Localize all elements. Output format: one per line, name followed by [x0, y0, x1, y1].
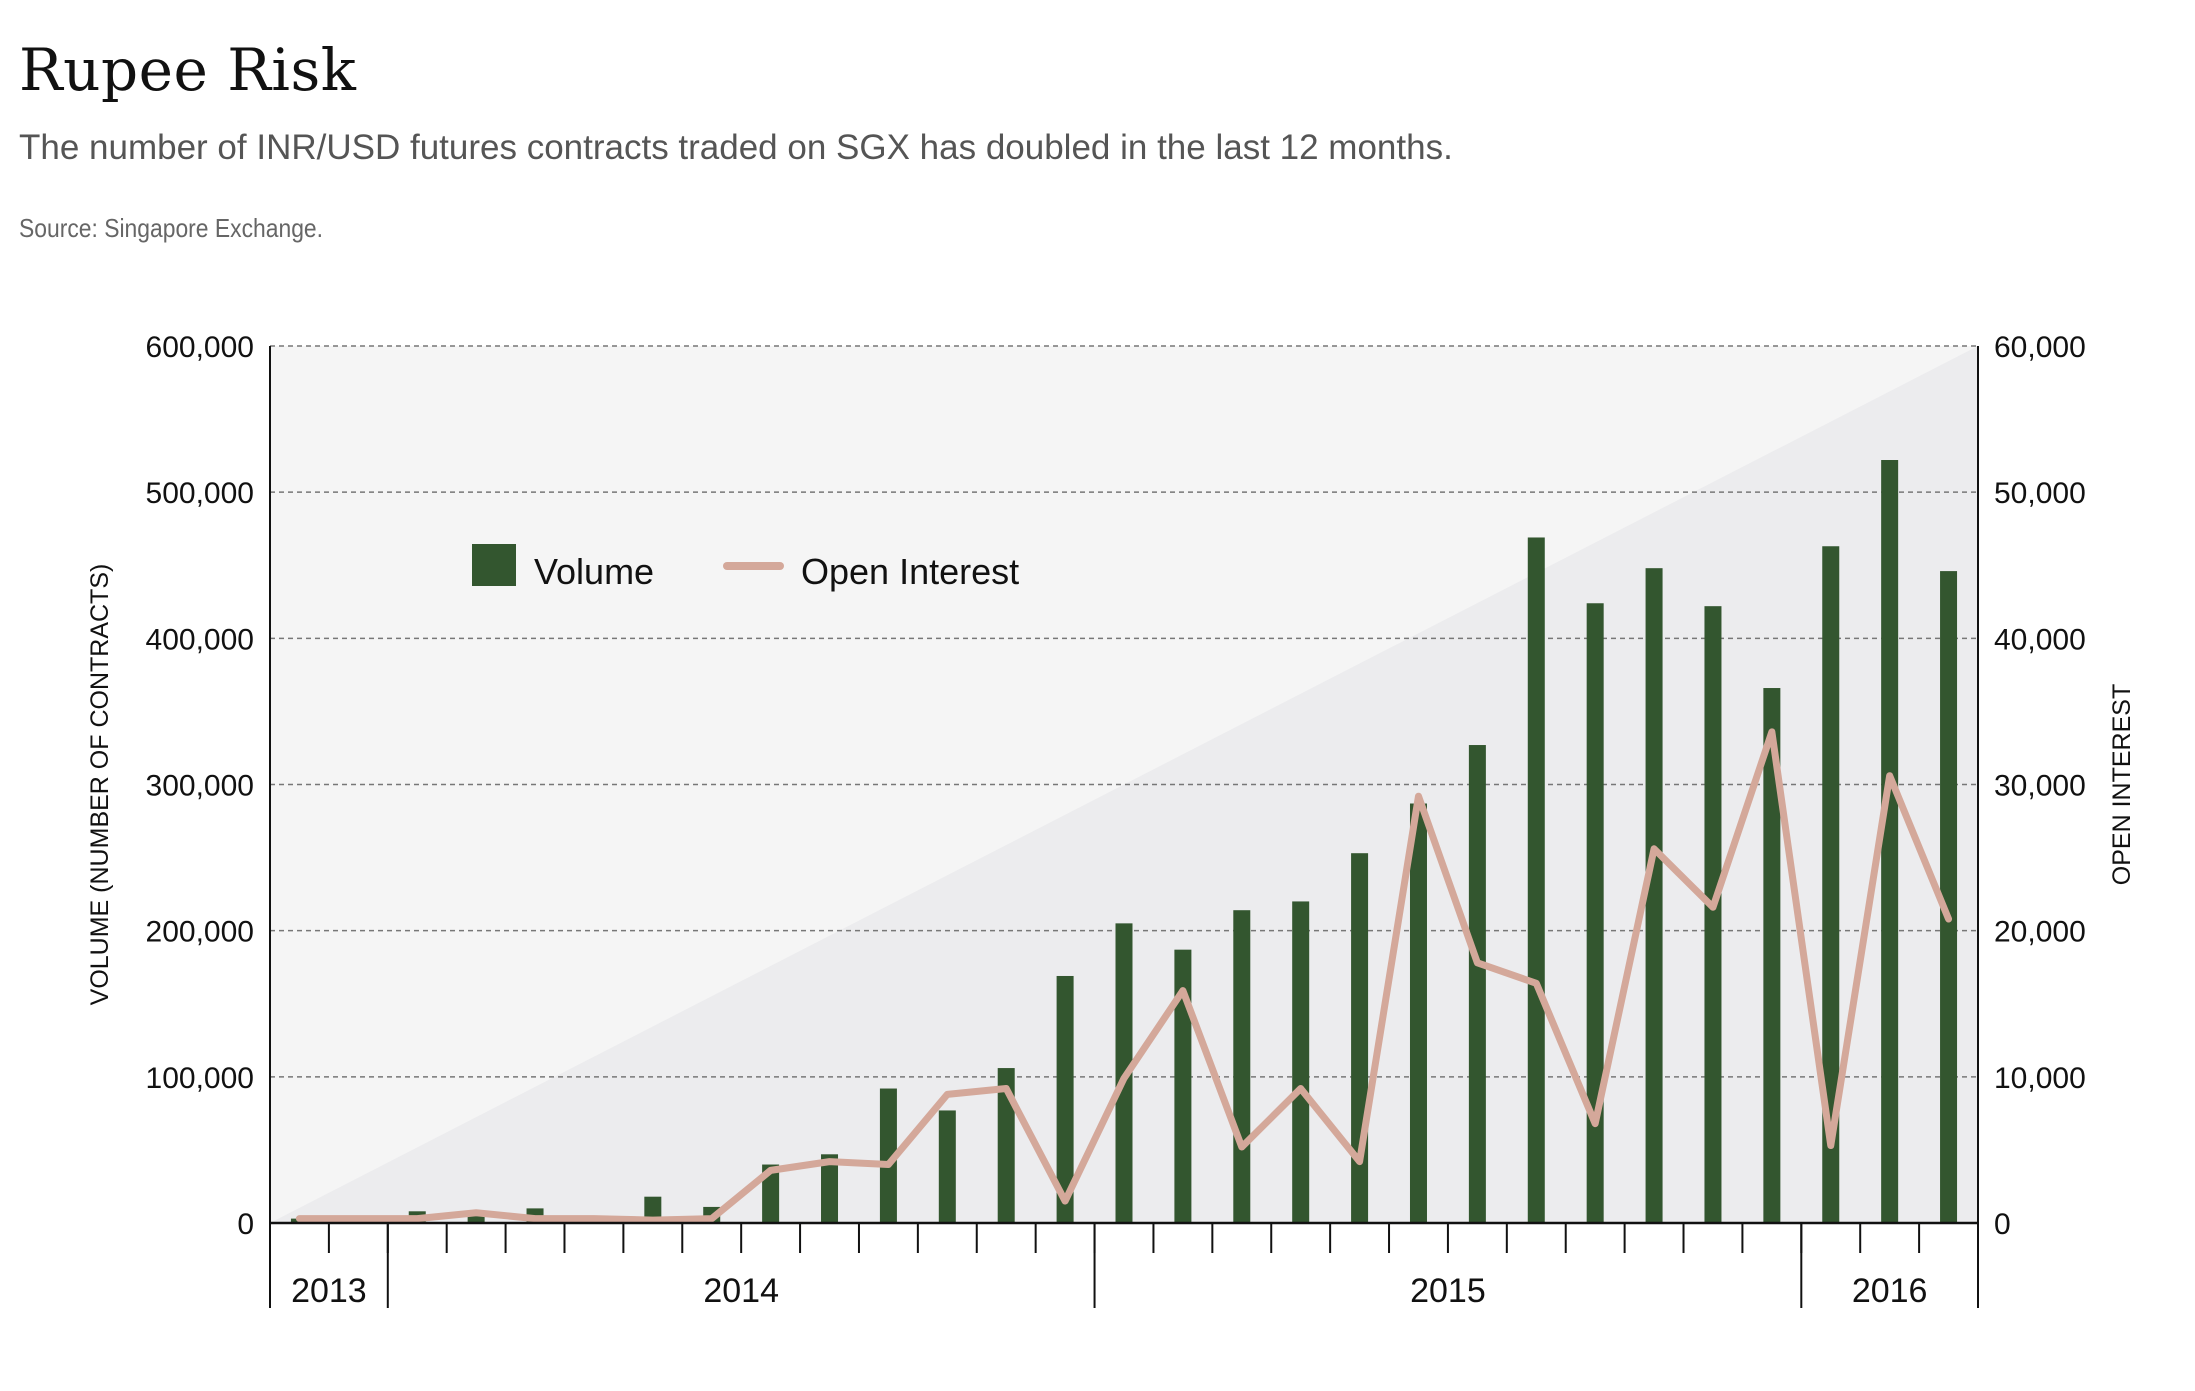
y-tick-label-right: 30,000 [1994, 770, 2086, 803]
open-interest-line [295, 728, 1953, 1224]
legend-volume-label: Volume [534, 551, 654, 592]
volume-bar [1468, 745, 1486, 1223]
chart-title: Rupee Risk [19, 36, 357, 104]
volume-bars [290, 460, 1958, 1223]
volume-bar [1351, 853, 1369, 1223]
chart-subtitle: The number of INR/USD futures contracts … [19, 128, 1453, 167]
volume-bar [1704, 606, 1722, 1223]
y-tick-label-right: 40,000 [1994, 623, 2086, 656]
gridlines [270, 345, 1978, 1078]
year-label: 2016 [1852, 1272, 1928, 1310]
y-tick-label-right: 0 [1994, 1208, 2011, 1241]
y-tick-label-left: 100,000 [146, 1062, 254, 1095]
y-tick-label-left: 300,000 [146, 770, 254, 803]
volume-bar [1822, 546, 1840, 1223]
volume-bar [997, 1068, 1015, 1223]
volume-bar [1292, 901, 1310, 1223]
y-tick-label-right: 20,000 [1994, 916, 2086, 949]
plot-background-triangle [270, 346, 1978, 1223]
volume-bar [1763, 688, 1781, 1223]
y-tick-label-right: 50,000 [1994, 477, 2086, 510]
volume-bar [644, 1196, 662, 1223]
y-axis-label-right: OPEN INTEREST [2108, 684, 2136, 885]
volume-bar [1881, 460, 1899, 1223]
y-tick-label-left: 200,000 [146, 916, 254, 949]
y-axis-label-left: VOLUME (NUMBER OF CONTRACTS) [86, 564, 114, 1006]
source-note: Source: Singapore Exchange. [19, 213, 323, 243]
volume-bar [762, 1164, 780, 1223]
y-tick-label-right: 60,000 [1994, 331, 2086, 364]
volume-bar [1527, 537, 1545, 1223]
volume-bar [879, 1088, 897, 1223]
legend: Volume Open Interest [472, 544, 1019, 592]
volume-bar [467, 1215, 485, 1223]
legend-open-interest-label: Open Interest [801, 551, 1019, 592]
volume-bar [1645, 568, 1663, 1223]
volume-bar [1586, 603, 1604, 1223]
volume-bar [1056, 975, 1074, 1223]
y-tick-label-right: 10,000 [1994, 1062, 2086, 1095]
volume-bar [1233, 910, 1251, 1223]
year-label: 2014 [703, 1272, 779, 1310]
volume-bar [1409, 803, 1427, 1223]
volume-bar [1940, 571, 1958, 1223]
y-tick-label-left: 400,000 [146, 623, 254, 656]
year-label: 2013 [291, 1272, 367, 1310]
volume-bar [1174, 949, 1192, 1223]
volume-bar [938, 1110, 956, 1223]
y-tick-label-left: 0 [237, 1208, 254, 1241]
y-tick-label-left: 600,000 [146, 331, 254, 364]
axes: 0 0 100,000 10,000 200,000 20,000 300,000 30,00… [146, 331, 2086, 1310]
year-label: 2015 [1410, 1272, 1486, 1310]
y-tick-label-left: 500,000 [146, 477, 254, 510]
volume-bar [821, 1154, 839, 1223]
legend-volume-swatch [472, 544, 516, 586]
